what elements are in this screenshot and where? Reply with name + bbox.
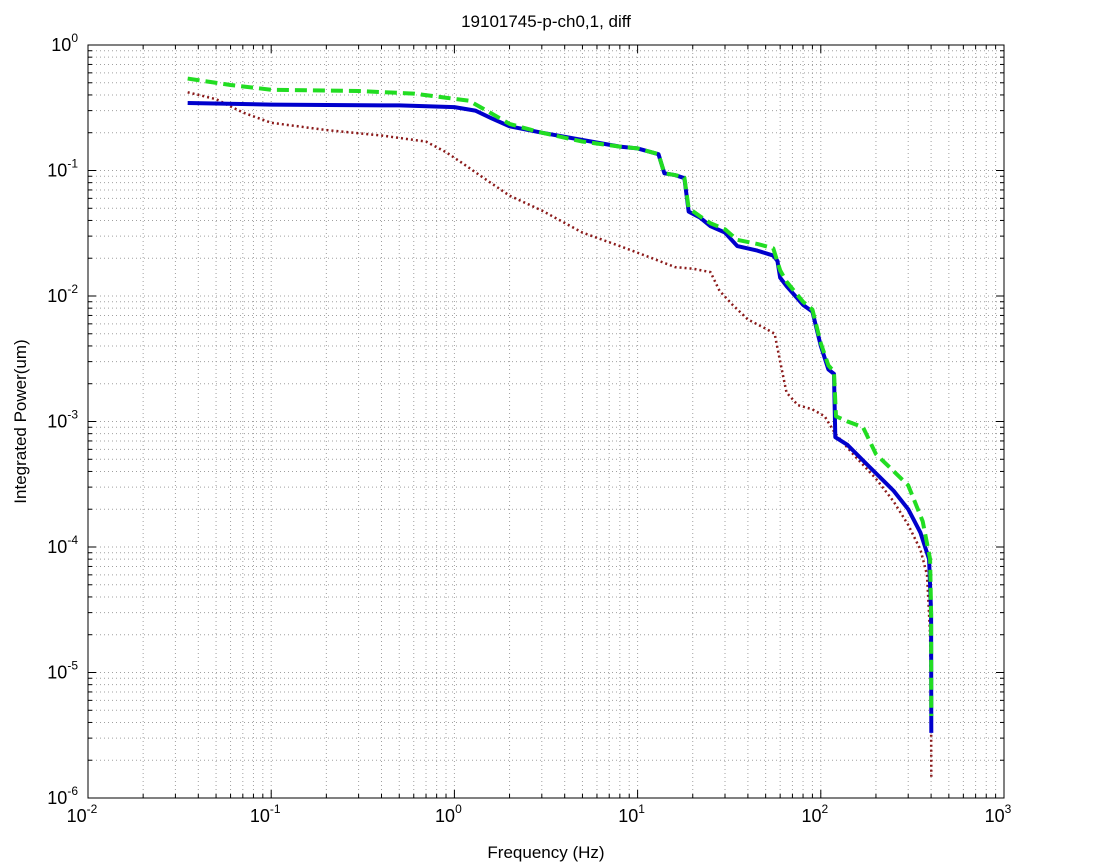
y-tick-label: 10-1 [47, 157, 78, 181]
y-tick-label: 10-2 [47, 282, 78, 306]
y-tick-label: 10-4 [47, 533, 78, 557]
x-axis-label: Frequency (Hz) [487, 843, 604, 862]
y-axis-label: Integrated Power(um) [11, 339, 30, 503]
x-tick-label: 102 [801, 802, 828, 826]
y-tick-label: 10-5 [47, 659, 78, 683]
tick-labels: 10-2 10-1 100 101 102 103 10-6 10-5 10-4 10-3 10-2… [47, 31, 1011, 826]
axis-ticks [87, 44, 1005, 799]
y-tick-label: 100 [51, 31, 78, 55]
series-line-dashed [187, 76, 934, 717]
chart-title: 19101745-p-ch0,1, diff [461, 12, 631, 31]
series-layer [187, 76, 934, 780]
x-tick-label: 101 [618, 802, 645, 826]
y-tick-label: 10-6 [47, 784, 78, 808]
x-tick-label: 10-2 [67, 802, 98, 826]
x-tick-label: 100 [435, 802, 462, 826]
x-tick-label: 103 [985, 802, 1012, 826]
series-line-solid [187, 101, 934, 733]
series-line-dotted [187, 91, 933, 780]
y-tick-label: 10-3 [47, 408, 78, 432]
x-tick-label: 10-1 [250, 802, 281, 826]
grid-lines [88, 45, 1004, 798]
